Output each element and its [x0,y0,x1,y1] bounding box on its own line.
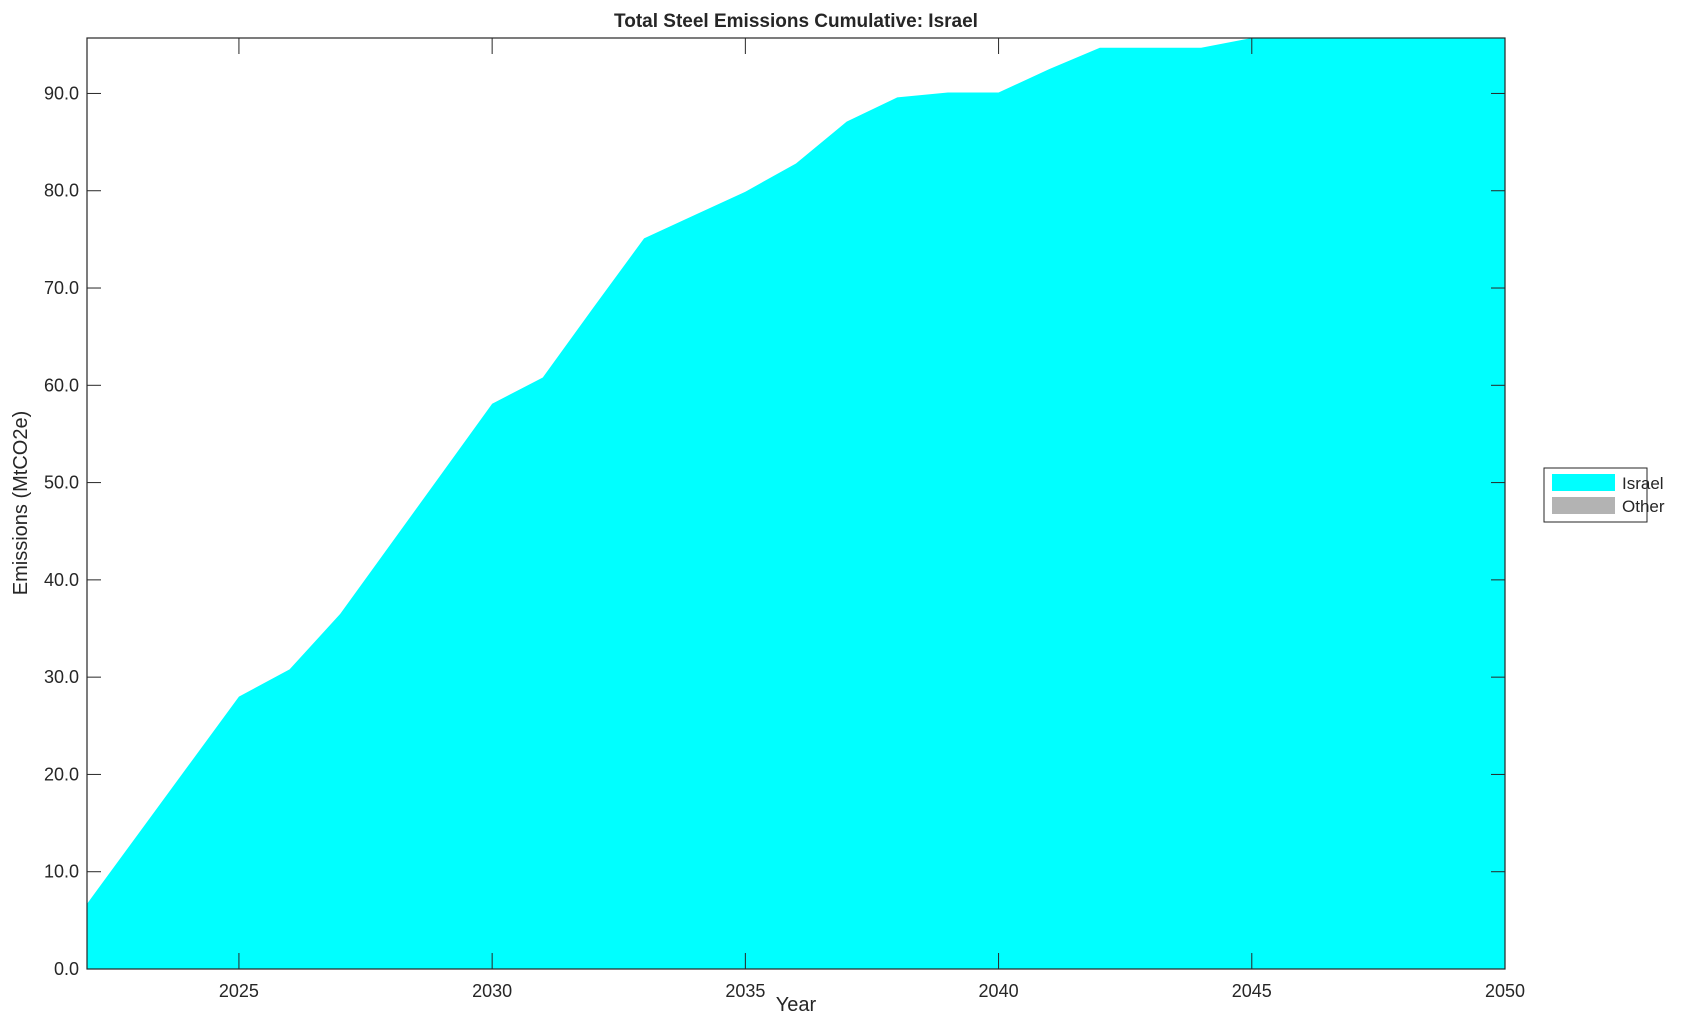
y-tick-label: 70.0 [44,278,79,298]
x-axis-label: Year [776,994,817,1016]
x-tick-label: 2050 [1485,981,1525,1001]
y-tick-label: 30.0 [44,667,79,687]
plot-area: 2025 2030 2035 2040 2045 2050 0.0 10.0 20.0 30.0 4… [44,37,1525,1001]
legend-swatch-israel [1552,474,1615,491]
legend-swatch-other [1552,497,1615,514]
legend: Israel Other [1543,467,1665,523]
x-tick-label: 2025 [219,981,259,1001]
chart-title: Total Steel Emissions Cumulative: Israel [614,11,978,32]
x-tick-label: 2035 [725,981,765,1001]
x-tick-label: 2030 [472,981,512,1001]
y-tick-label: 80.0 [44,181,79,201]
y-tick-label: 0.0 [54,959,79,979]
legend-label-israel: Israel [1622,474,1664,493]
y-tick-label: 60.0 [44,375,79,395]
y-tick-label: 20.0 [44,764,79,784]
area-israel [87,38,1505,969]
y-axis-label: Emissions (MtCO2e) [10,411,32,595]
axes-box [86,37,1506,970]
x-tick-label: 2040 [979,981,1019,1001]
y-tick-label: 50.0 [44,473,79,493]
y-tick-label: 10.0 [44,862,79,882]
x-tick-label: 2045 [1232,981,1272,1001]
y-tick-label: 40.0 [44,570,79,590]
legend-label-other: Other [1622,497,1665,516]
y-tick-label: 90.0 [44,83,79,103]
